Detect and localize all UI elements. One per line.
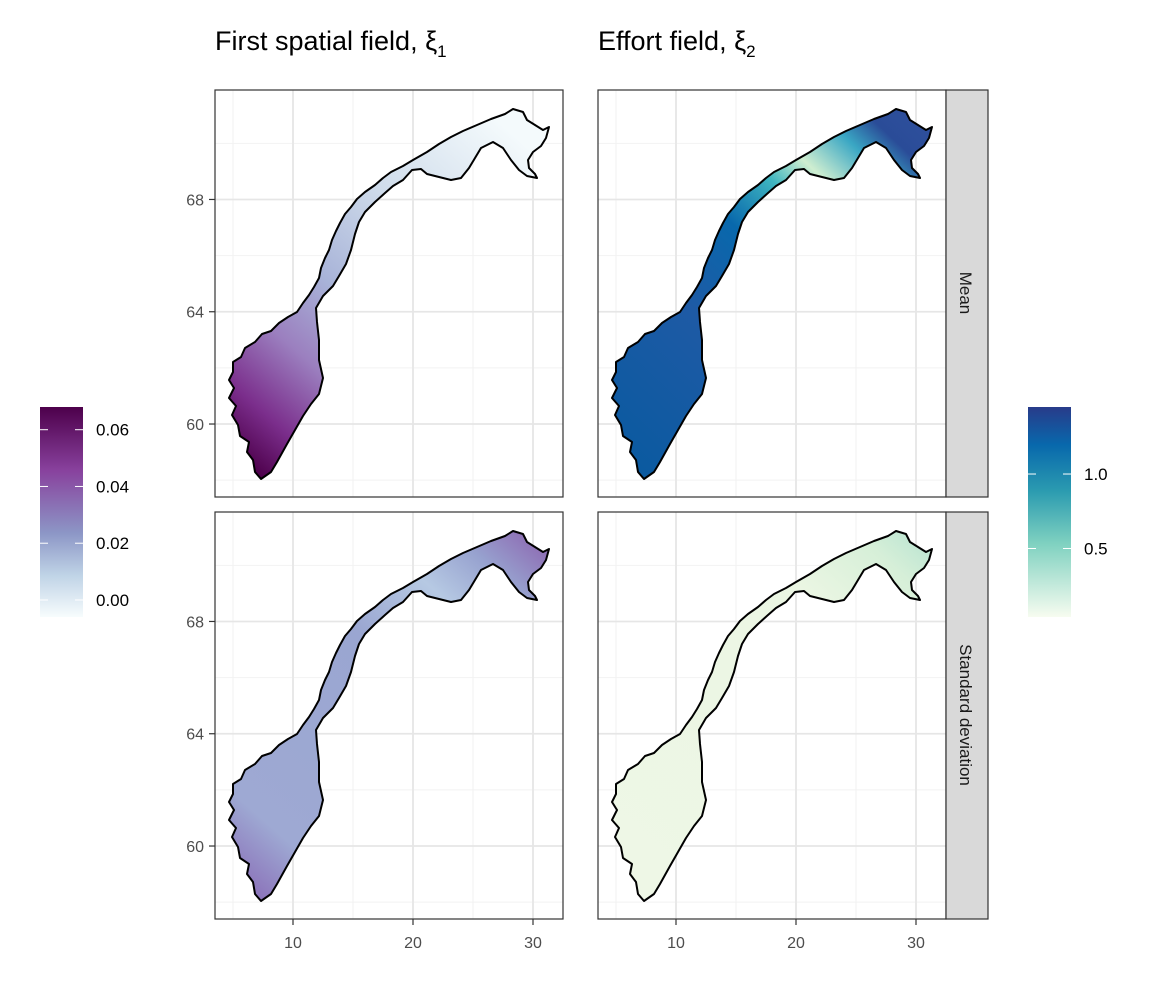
colorbar-right: 1.0 0.5 xyxy=(1028,407,1108,617)
strip-mean: Mean xyxy=(945,89,989,498)
colorbar-left: 0.06 0.04 0.02 0.00 xyxy=(40,407,129,617)
y-axis-bottom: 60 64 68 xyxy=(186,614,215,856)
strip-label-standard-deviation: Standard deviation xyxy=(956,644,975,786)
x-tick-label: 20 xyxy=(404,935,422,952)
panel-effort-sd xyxy=(597,511,947,920)
x-tick-label: 20 xyxy=(787,935,805,952)
colorbar-tick-label: 0.5 xyxy=(1084,539,1108,558)
y-tick-label: 68 xyxy=(186,614,204,631)
title-first-spatial-field: First spatial field, ξ1 xyxy=(215,26,447,61)
strip-label-mean: Mean xyxy=(956,272,975,315)
colorbar-tick-label: 0.00 xyxy=(96,591,129,610)
colorbar-tick-label: 0.06 xyxy=(96,421,129,440)
y-tick-label: 64 xyxy=(186,727,204,744)
y-tick-label: 60 xyxy=(186,839,204,856)
x-tick-label: 30 xyxy=(907,935,925,952)
map-effort-sd xyxy=(611,530,933,902)
y-tick-label: 64 xyxy=(186,305,204,322)
title-effort-field: Effort field, ξ2 xyxy=(598,26,756,61)
colorbar-right-ticks: 1.0 0.5 xyxy=(1028,465,1108,558)
y-tick-label: 68 xyxy=(186,192,204,209)
map-first-sd xyxy=(228,530,550,902)
y-axis-top: 60 64 68 xyxy=(186,192,215,434)
x-tick-label: 10 xyxy=(284,935,302,952)
x-axis-left: 10 20 30 xyxy=(284,919,542,952)
panel-effort-mean xyxy=(597,89,947,498)
map-first-mean xyxy=(228,108,550,480)
x-tick-label: 30 xyxy=(524,935,542,952)
strip-standard-deviation: Standard deviation xyxy=(945,511,989,920)
map-effort-mean xyxy=(611,108,933,480)
panel-first-mean xyxy=(214,89,564,498)
colorbar-tick-label: 0.04 xyxy=(96,477,129,496)
panel-first-sd xyxy=(214,511,564,920)
colorbar-tick-label: 1.0 xyxy=(1084,465,1108,484)
x-axis-right: 10 20 30 xyxy=(667,919,925,952)
colorbar-tick-label: 0.02 xyxy=(96,534,129,553)
y-tick-label: 60 xyxy=(186,417,204,434)
x-tick-label: 10 xyxy=(667,935,685,952)
colorbar-left-ticks: 0.06 0.04 0.02 0.00 xyxy=(40,421,129,610)
